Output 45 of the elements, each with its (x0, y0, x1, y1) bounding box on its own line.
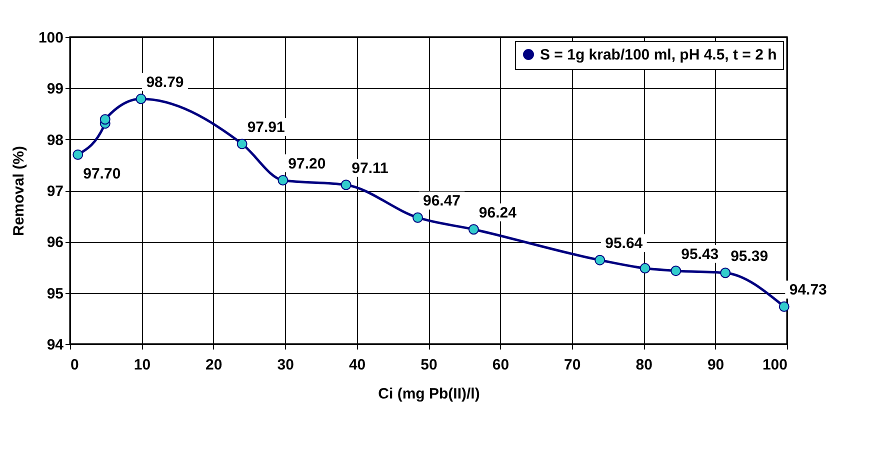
data-label: 95.39 (730, 248, 768, 265)
data-label: 98.79 (146, 74, 184, 91)
y-tick-label: 98 (46, 132, 64, 149)
y-tick-label: 96 (46, 234, 64, 252)
data-label: 95.64 (605, 235, 644, 252)
point (468, 224, 479, 235)
x-tick-label: 40 (348, 356, 366, 374)
x-tick-label: 20 (206, 356, 222, 374)
data-label: 96.47 (422, 192, 461, 210)
point (720, 268, 731, 278)
point (670, 266, 682, 276)
point (100, 114, 110, 125)
point (778, 301, 790, 312)
point (594, 254, 606, 266)
data-label: 97.91 (247, 118, 285, 136)
y-axis-title: Removal (%) (10, 146, 28, 236)
point (412, 212, 423, 223)
point (278, 175, 288, 186)
x-tick-label: 90 (707, 356, 724, 374)
x-tick-label: 10 (134, 356, 151, 374)
point (236, 138, 248, 150)
y-tick-label: 97 (46, 183, 64, 200)
x-tick-label: 80 (636, 356, 652, 374)
data-label: 95.43 (681, 246, 719, 263)
data-label: 97.20 (288, 155, 326, 172)
x-axis-title: Ci (mg Pb(II)/l) (378, 386, 480, 402)
y-tick-label: 100 (38, 30, 64, 46)
point (640, 263, 650, 274)
point (136, 94, 146, 104)
x-tick-label: 50 (420, 356, 438, 374)
x-tick-label: 100 (762, 356, 788, 374)
y-tick-label: 94 (46, 336, 64, 354)
x-tick-label: 30 (277, 356, 294, 374)
data-label: 96.24 (478, 204, 518, 222)
y-tick-label: 99 (46, 80, 64, 98)
data-label: 97.11 (352, 160, 388, 177)
x-tick-label: 60 (492, 356, 510, 374)
data-label: 97.70 (83, 166, 121, 183)
point (72, 149, 84, 160)
y-tick-label: 95 (46, 285, 64, 302)
legend-label: S = 1g krab/100 ml, pH 4.5, t = 2 h (540, 46, 777, 64)
point (340, 180, 352, 190)
x-tick-label: 0 (70, 356, 79, 374)
data-label: 94.73 (789, 282, 827, 299)
x-tick-label: 70 (564, 356, 581, 374)
